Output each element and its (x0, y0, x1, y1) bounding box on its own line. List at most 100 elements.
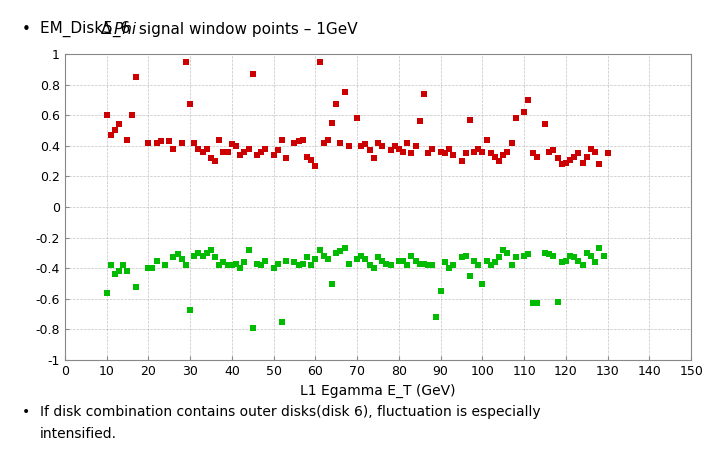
Point (189, 139, 200, 146)
Point (197, 252, 208, 260)
Point (384, 261, 396, 269)
Point (544, 148, 555, 156)
Point (105, 131, 117, 139)
Point (117, 261, 129, 269)
Point (593, 245, 605, 252)
Point (481, 136, 492, 143)
Point (393, 145, 405, 153)
Point (256, 148, 267, 156)
Point (238, 148, 250, 156)
Point (564, 252, 576, 260)
Text: Δ: Δ (101, 22, 111, 37)
Point (523, 96, 534, 104)
Point (377, 142, 388, 149)
Point (251, 151, 263, 158)
Point (343, 260, 354, 267)
Point (590, 148, 601, 156)
Point (423, 150, 434, 157)
Point (552, 154, 563, 162)
Point (377, 257, 388, 264)
Point (322, 136, 333, 143)
Point (301, 254, 312, 261)
Point (143, 139, 154, 146)
Point (489, 258, 500, 265)
Point (590, 258, 601, 265)
Point (585, 145, 597, 153)
Point (360, 256, 372, 263)
Point (498, 246, 509, 253)
Point (243, 246, 254, 253)
Point (556, 161, 567, 168)
Point (314, 58, 325, 65)
Point (168, 145, 179, 153)
Point (259, 257, 271, 264)
Point (498, 151, 509, 158)
Point (556, 258, 567, 265)
Point (405, 150, 417, 157)
Point (527, 300, 539, 307)
Point (447, 151, 459, 158)
Point (184, 306, 196, 313)
Point (410, 142, 421, 149)
Point (435, 288, 446, 295)
Point (364, 261, 375, 269)
Point (368, 154, 379, 162)
Point (539, 249, 551, 256)
Point (210, 158, 221, 165)
Point (456, 254, 467, 261)
Point (418, 260, 430, 267)
Point (163, 138, 175, 145)
Point (464, 116, 476, 123)
Point (193, 249, 204, 256)
Point (598, 252, 609, 260)
Point (460, 252, 472, 260)
Point (243, 145, 254, 153)
Point (293, 261, 305, 269)
X-axis label: L1 Egamma E_T (GeV): L1 Egamma E_T (GeV) (300, 383, 456, 397)
Point (235, 265, 246, 272)
Point (268, 151, 279, 158)
Point (548, 252, 559, 260)
Point (168, 254, 179, 261)
Point (372, 254, 384, 261)
Point (572, 150, 584, 157)
Point (151, 257, 163, 264)
Point (368, 265, 379, 272)
Point (256, 261, 267, 269)
Point (426, 145, 438, 153)
Point (335, 139, 346, 146)
Point (356, 142, 367, 149)
Text: •: • (22, 405, 30, 419)
Point (381, 260, 392, 267)
Point (552, 298, 563, 306)
Point (384, 147, 396, 154)
Point (326, 280, 338, 287)
Point (280, 257, 292, 264)
Point (193, 145, 204, 153)
Point (593, 161, 605, 168)
Point (577, 159, 588, 166)
Point (318, 252, 330, 260)
Point (485, 261, 497, 269)
Point (477, 148, 488, 156)
Point (414, 118, 426, 125)
Point (544, 251, 555, 258)
Point (523, 251, 534, 258)
Text: If disk combination contains outer disks(disk 6), fluctuation is especially: If disk combination contains outer disks… (40, 405, 540, 419)
Point (101, 289, 112, 296)
Point (289, 139, 300, 146)
Point (485, 150, 497, 157)
Point (130, 73, 142, 81)
Point (251, 260, 263, 267)
Point (201, 249, 212, 256)
Point (464, 272, 476, 279)
Point (531, 300, 542, 307)
Point (205, 246, 217, 253)
Point (493, 158, 505, 165)
Point (222, 261, 233, 269)
Point (122, 136, 133, 143)
Point (305, 156, 317, 163)
Point (426, 261, 438, 269)
Point (531, 153, 542, 160)
Point (217, 148, 229, 156)
